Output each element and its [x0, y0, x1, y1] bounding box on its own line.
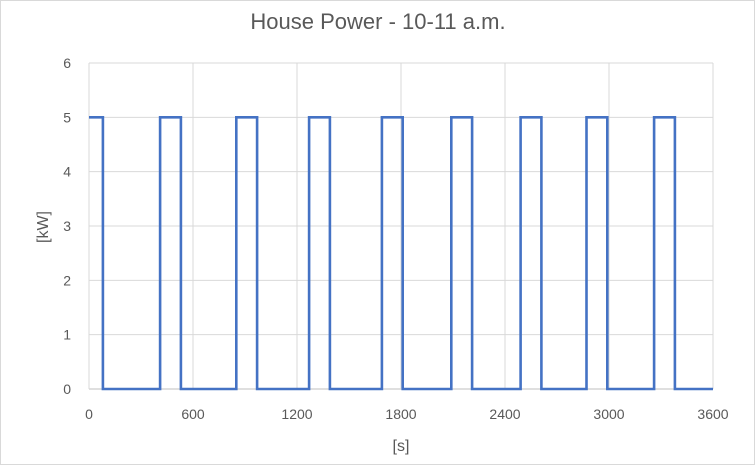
gridlines [88, 62, 714, 390]
y-tick-label: 6 [63, 55, 71, 71]
x-tick-label: 2400 [489, 406, 520, 422]
x-axis-ticks: 0 600 1200 1800 2400 3000 3600 [85, 406, 729, 422]
x-tick-label: 1800 [385, 406, 416, 422]
y-tick-label: 3 [63, 218, 71, 234]
y-tick-label: 5 [63, 109, 71, 125]
x-tick-label: 600 [181, 406, 205, 422]
x-tick-label: 3000 [593, 406, 624, 422]
y-axis-ticks: 0 1 2 3 4 5 6 [63, 55, 71, 397]
x-tick-label: 1200 [281, 406, 312, 422]
y-tick-label: 2 [63, 272, 71, 288]
y-tick-label: 1 [63, 327, 71, 343]
x-tick-label: 3600 [697, 406, 728, 422]
y-tick-label: 0 [63, 381, 71, 397]
power-series-line [89, 116, 713, 391]
y-axis-label: [kW] [35, 211, 52, 243]
chart-title: House Power - 10-11 a.m. [250, 9, 505, 34]
y-tick-label: 4 [63, 164, 71, 180]
x-axis-label: [s] [393, 438, 410, 455]
series-layer [89, 116, 713, 391]
x-tick-label: 0 [85, 406, 93, 422]
